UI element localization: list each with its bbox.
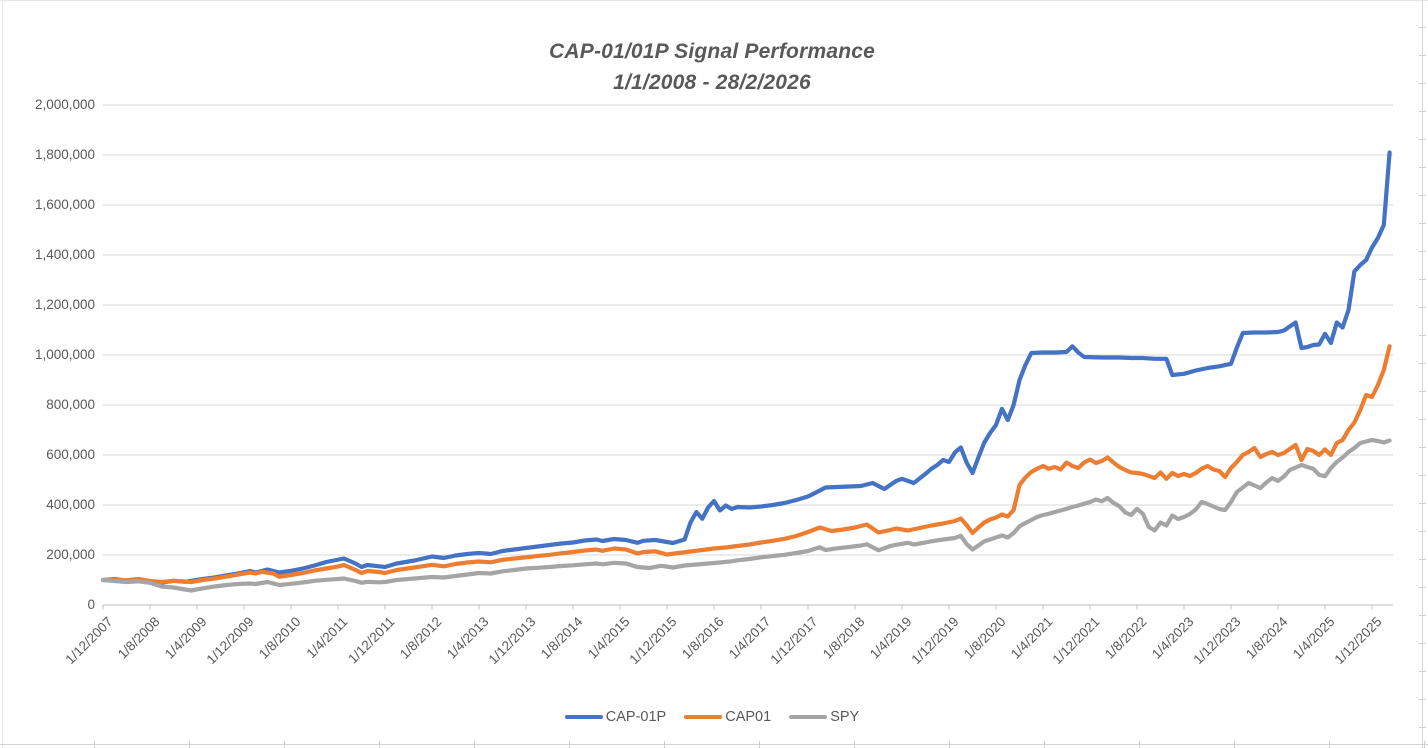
legend-item-SPY: SPY (789, 709, 859, 725)
y-axis-label: 1,000,000 (34, 347, 95, 362)
chart-title-line2: 1/1/2008 - 28/2/2026 (613, 71, 811, 94)
y-axis-label: 1,800,000 (34, 147, 95, 162)
y-axis-label: 600,000 (46, 447, 95, 462)
legend-label: SPY (830, 709, 860, 725)
legend-swatch-icon (684, 714, 723, 720)
y-axis-label: 1,600,000 (34, 197, 95, 212)
legend-label: CAP01 (725, 709, 772, 725)
y-axis-label: 0 (87, 597, 95, 612)
y-axis-label: 400,000 (46, 497, 95, 512)
chart-title: CAP-01/01P Signal Performance 1/1/2008 -… (0, 36, 1424, 98)
chart-title-line1: CAP-01/01P Signal Performance (549, 40, 875, 63)
series-line-CAP-01P (100, 150, 1392, 585)
y-axis-label: 800,000 (46, 397, 95, 412)
y-axis-label: 200,000 (46, 547, 95, 562)
legend-item-CAP-01P: CAP-01P (564, 709, 667, 725)
legend-label: CAP-01P (605, 709, 667, 725)
sheet-edge-left (2, 0, 3, 748)
legend-swatch-icon (789, 714, 828, 720)
y-axis-label: 1,400,000 (34, 247, 95, 262)
y-axis-label: 1,200,000 (34, 297, 95, 312)
sheet-edge-right (1422, 0, 1423, 748)
y-axis-label: 2,000,000 (34, 97, 95, 112)
legend-item-CAP01: CAP01 (684, 709, 771, 725)
sheet-edge-bottom (0, 744, 1428, 745)
series-line-SPY (100, 437, 1392, 593)
sheet-edge-top (0, 0, 1428, 1)
series-line-CAP01 (100, 344, 1392, 585)
legend-swatch-icon (564, 714, 603, 720)
chart-legend: CAP-01P CAP01 SPY (0, 705, 1424, 729)
